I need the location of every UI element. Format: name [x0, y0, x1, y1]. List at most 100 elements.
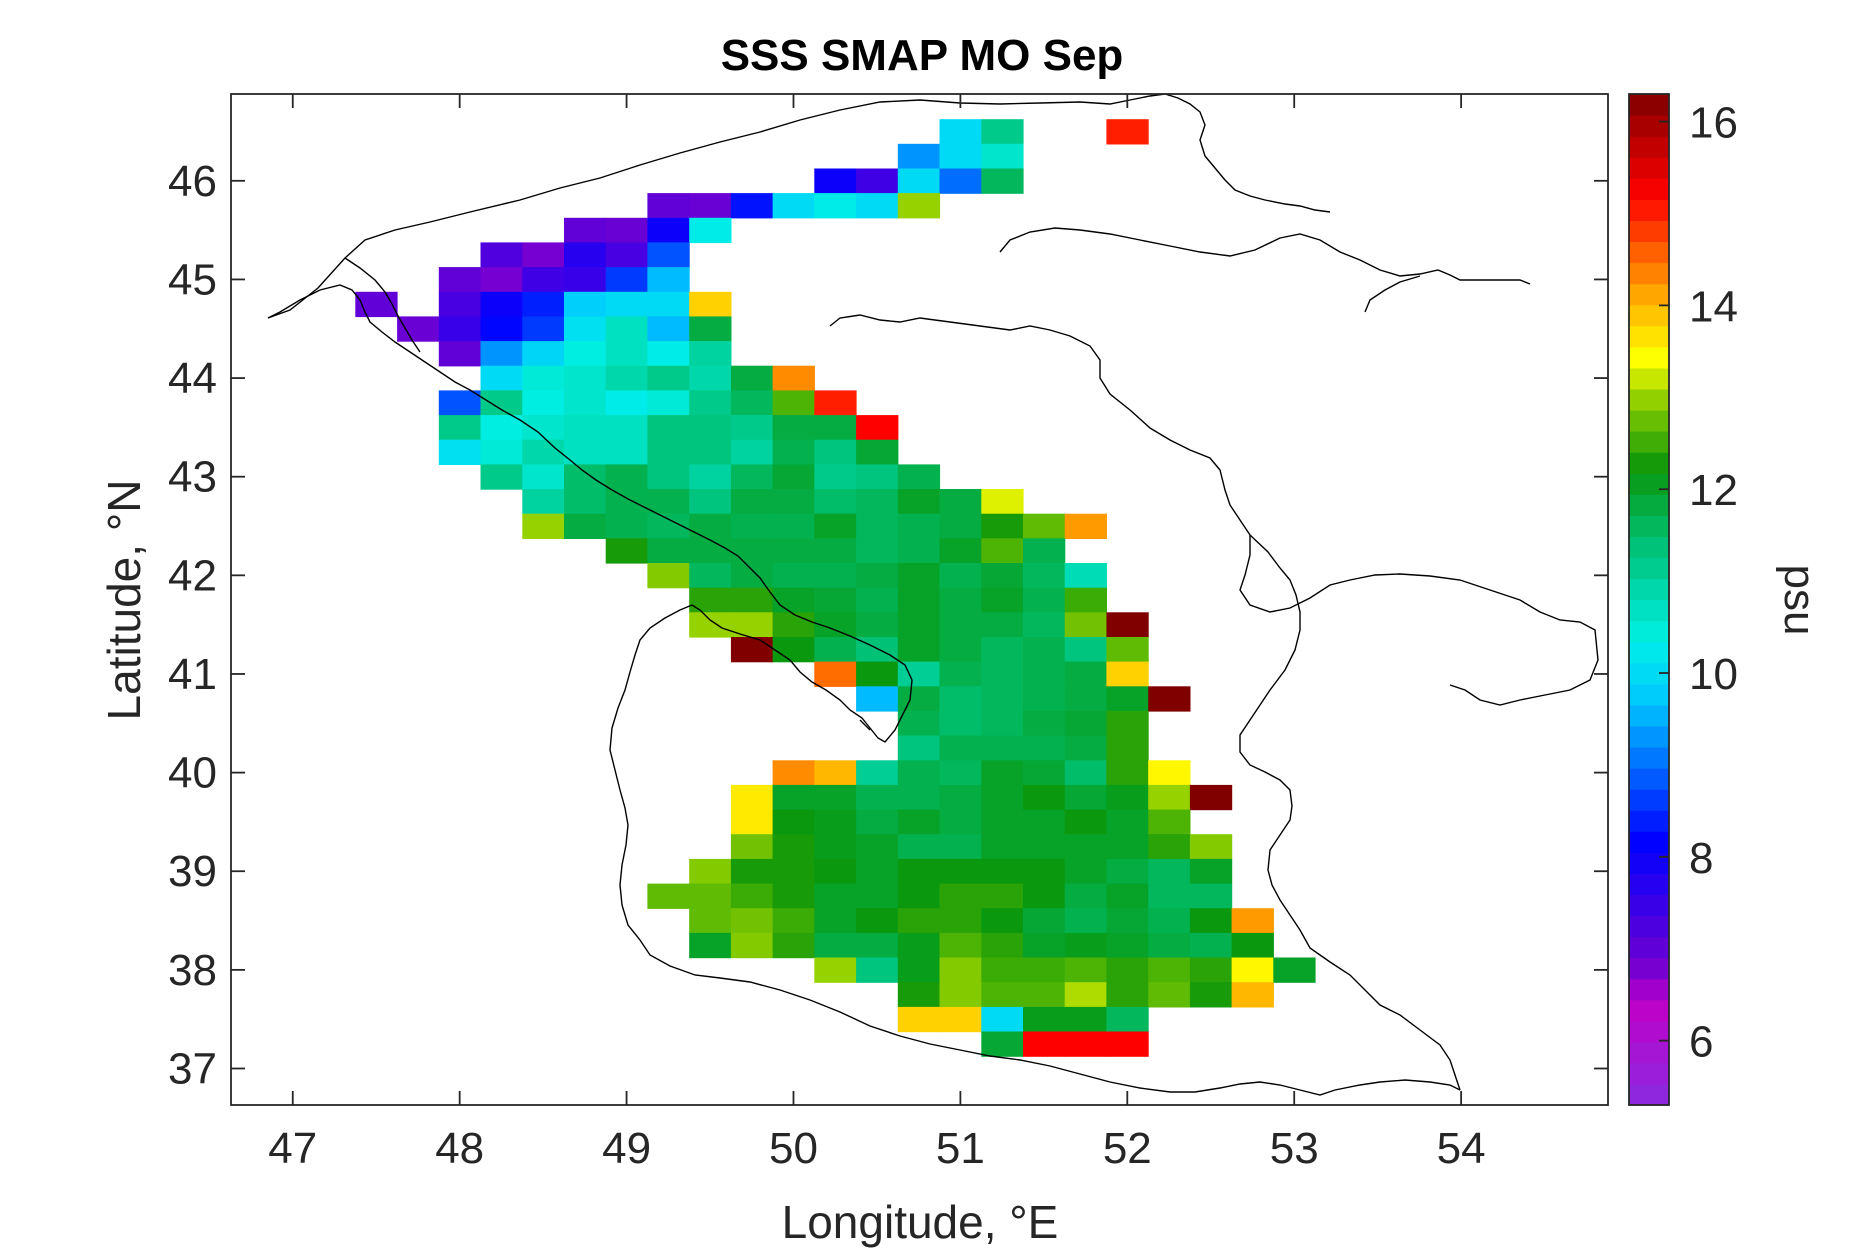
colorbar-swatch [1629, 873, 1669, 895]
salinity-cell [939, 809, 982, 835]
x-tick-label: 49 [602, 1124, 651, 1173]
salinity-cell [856, 834, 899, 860]
salinity-cell [814, 563, 857, 589]
salinity-cell [647, 193, 690, 219]
salinity-cell [605, 538, 648, 564]
salinity-cell [1106, 858, 1149, 885]
salinity-cell [564, 390, 607, 416]
colorbar-tick-label: 6 [1689, 1018, 1713, 1067]
salinity-cell [522, 464, 565, 490]
salinity-cell [897, 760, 941, 786]
salinity-cell [939, 686, 982, 712]
salinity-cell [1064, 711, 1107, 737]
salinity-cell [730, 390, 774, 416]
salinity-cell [1064, 883, 1107, 909]
salinity-cell [939, 513, 982, 539]
colorbar-swatch [1629, 452, 1669, 474]
salinity-cell [564, 513, 607, 539]
colorbar: 6 8 10 12 14 16 psu [1628, 93, 1824, 1106]
salinity-cell [730, 587, 774, 613]
salinity-cell [1148, 760, 1191, 786]
salinity-cell [647, 365, 690, 391]
colorbar-swatch [1629, 115, 1669, 137]
salinity-cell [1064, 809, 1107, 835]
colorbar-swatch [1629, 1062, 1669, 1085]
salinity-cell [1023, 883, 1066, 909]
salinity-cell [856, 612, 899, 638]
salinity-cell [730, 809, 774, 835]
salinity-cell [981, 587, 1024, 613]
salinity-cell [1106, 661, 1149, 687]
salinity-cell [981, 538, 1024, 564]
salinity-cell [856, 168, 899, 194]
salinity-cell [730, 538, 774, 564]
salinity-cell [647, 316, 690, 342]
colorbar-tick-label: 12 [1689, 466, 1738, 515]
salinity-cell [856, 587, 899, 613]
colorbar-swatch [1629, 262, 1669, 285]
salinity-cell [856, 686, 899, 712]
coastline-mangyshlak [829, 314, 1251, 536]
salinity-cell [1231, 932, 1274, 959]
salinity-cell [772, 784, 815, 811]
x-tick-label: 52 [1103, 1124, 1152, 1173]
salinity-cell [480, 267, 523, 293]
salinity-cell [1064, 587, 1107, 613]
salinity-cell [605, 341, 648, 367]
colorbar-swatch [1629, 599, 1669, 622]
colorbar-swatch [1629, 936, 1669, 959]
salinity-cell [438, 267, 482, 293]
coastline-dagestan [267, 284, 711, 541]
y-tick-label: 41 [168, 650, 217, 699]
salinity-cell [856, 193, 899, 219]
salinity-cell [730, 637, 774, 663]
salinity-cell [1023, 661, 1066, 687]
salinity-cell [897, 908, 941, 934]
salinity-cell [939, 563, 982, 589]
colorbar-swatch [1629, 662, 1669, 685]
colorbar-swatch [1629, 957, 1669, 980]
salinity-cell [689, 563, 732, 589]
salinity-cell [730, 908, 774, 934]
salinity-cell [730, 563, 774, 589]
salinity-cell [1189, 957, 1233, 983]
salinity-cell [564, 464, 607, 490]
salinity-cell [1064, 784, 1107, 811]
salinity-cell [522, 291, 565, 318]
salinity-cell [772, 489, 815, 515]
salinity-cell [730, 784, 774, 811]
y-tick-label: 45 [168, 255, 217, 304]
colorbar-ticks: 6 8 10 12 14 16 [1659, 99, 1738, 1067]
colorbar-swatch [1629, 810, 1669, 832]
colorbar-swatch [1629, 557, 1669, 580]
salinity-cell [438, 316, 482, 342]
salinity-cell [897, 711, 941, 737]
salinity-cell [689, 193, 732, 219]
x-tick-label: 48 [435, 1124, 484, 1173]
salinity-cell [772, 193, 815, 219]
salinity-cell [856, 760, 899, 786]
salinity-cell [897, 143, 941, 170]
salinity-cell [1106, 834, 1149, 860]
salinity-cell [689, 291, 732, 318]
salinity-cell [814, 883, 857, 909]
y-tick-label: 43 [168, 453, 217, 502]
salinity-cell [730, 489, 774, 515]
salinity-cell [522, 439, 565, 465]
salinity-cell [1106, 119, 1149, 145]
salinity-cell [856, 883, 899, 909]
salinity-cell [438, 291, 482, 318]
colorbar-swatch [1629, 1020, 1669, 1043]
salinity-cell [1148, 686, 1191, 712]
salinity-cell [814, 661, 857, 687]
salinity-cell [1106, 784, 1149, 811]
salinity-cell [522, 316, 565, 342]
salinity-cell [564, 242, 607, 268]
salinity-cell [647, 563, 690, 589]
salinity-cell [1064, 858, 1107, 885]
salinity-cell [856, 538, 899, 564]
salinity-cell [939, 883, 982, 909]
salinity-cell [939, 908, 982, 934]
salinity-cell [814, 513, 857, 539]
salinity-cell [689, 365, 732, 391]
